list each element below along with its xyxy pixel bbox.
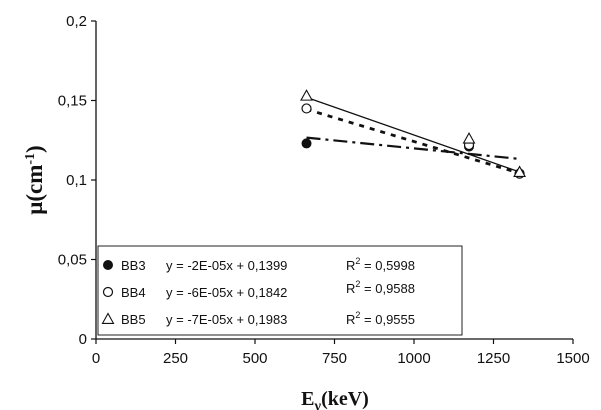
legend-marker-bb4 [102, 286, 114, 298]
x-tick-label: 500 [242, 350, 267, 367]
legend: BB3 y = -2E-05x + 0,1399 R2 = 0,5998 BB4 y =… [97, 245, 463, 336]
x-tick-label: 1500 [556, 350, 589, 367]
legend-label-bb5: BB5 [121, 312, 146, 327]
legend-equation-bb5: y = -7E-05x + 0,1983 [166, 312, 287, 327]
x-tick-label: 750 [322, 350, 347, 367]
legend-label-bb4: BB4 [121, 285, 146, 300]
x-axis-title: Eγ(keV) [301, 388, 369, 410]
point-bb5 [462, 132, 476, 144]
legend-equation-bb4: y = -6E-05x + 0,1842 [166, 285, 287, 300]
trendline-bb5 [306, 96, 520, 173]
legend-marker-bb5 [101, 312, 115, 324]
y-tick-label: 0,15 [58, 93, 87, 110]
point-bb3 [301, 138, 312, 149]
x-tick-label: 1250 [477, 350, 510, 367]
y-tick-label: 0 [79, 331, 87, 348]
trendline-bb4 [306, 107, 520, 175]
legend-box [97, 245, 463, 336]
legend-marker-bb3 [103, 260, 113, 270]
x-tick-label: 250 [163, 350, 188, 367]
point-bb4 [301, 103, 312, 114]
y-axis-title: μ(cm-1) [22, 145, 47, 214]
legend-equation-bb3: y = -2E-05x + 0,1399 [166, 258, 287, 273]
legend-r2-bb4: R2 = 0,9588 [346, 279, 415, 296]
y-tick-label: 0,05 [58, 252, 87, 269]
trendlines [306, 96, 520, 175]
legend-r2-bb5: R2 = 0,9555 [346, 310, 415, 327]
point-bb5 [513, 165, 527, 177]
data-points [300, 89, 527, 179]
y-tick-label: 0,2 [66, 13, 87, 30]
trendline-bb3 [306, 136, 520, 161]
point-bb5 [300, 89, 313, 101]
legend-r2-bb3: R2 = 0,5998 [346, 256, 415, 273]
legend-label-bb3: BB3 [121, 258, 146, 273]
y-tick-label: 0,1 [66, 172, 87, 189]
x-tick-label: 1000 [397, 350, 430, 367]
axis-ticks: 0 250 500 750 1000 1250 1500 0 0,05 0,1 0,15 0,2 [58, 13, 590, 367]
x-tick-label: 0 [92, 350, 100, 367]
